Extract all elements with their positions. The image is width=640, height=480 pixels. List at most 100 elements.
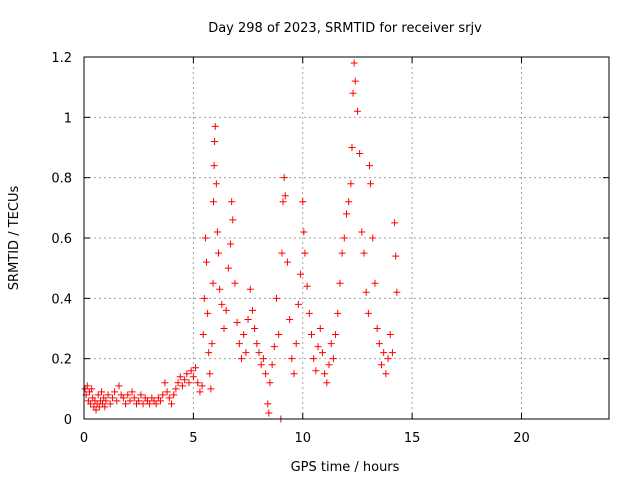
data-point <box>278 249 286 257</box>
data-point <box>312 367 320 375</box>
data-point <box>279 198 287 206</box>
data-point <box>338 249 346 257</box>
data-point <box>83 382 91 390</box>
data-point <box>292 340 300 348</box>
grid-lines <box>84 57 609 419</box>
data-point <box>255 349 263 357</box>
data-point <box>159 391 167 399</box>
data-point <box>360 249 368 257</box>
data-point <box>185 379 193 387</box>
data-point <box>235 340 243 348</box>
data-point <box>294 300 302 308</box>
data-point <box>174 379 182 387</box>
data-point <box>347 180 355 188</box>
data-point <box>122 400 130 408</box>
y-tick-label: 0.2 <box>51 353 72 368</box>
data-point <box>231 279 239 287</box>
data-point <box>94 391 102 399</box>
data-point <box>206 370 214 378</box>
data-point <box>246 285 254 293</box>
data-point <box>303 282 311 290</box>
data-point <box>334 309 342 317</box>
data-point <box>375 340 383 348</box>
data-point <box>130 394 138 402</box>
data-point <box>300 228 308 236</box>
y-tick-label: 1 <box>64 111 72 126</box>
data-point <box>187 367 195 375</box>
data-point <box>209 279 217 287</box>
data-point <box>356 150 364 158</box>
x-axis-label: GPS time / hours <box>291 460 400 475</box>
data-point <box>380 349 388 357</box>
data-point <box>119 394 127 402</box>
data-point <box>192 364 200 372</box>
data-point <box>200 294 208 302</box>
data-point <box>163 388 171 396</box>
data-point <box>323 379 331 387</box>
data-point <box>189 373 197 381</box>
data-point <box>137 391 145 399</box>
data-point <box>210 198 217 206</box>
chart-title: Day 298 of 2023, SRMTID for receiver srj… <box>208 21 482 36</box>
data-point <box>210 162 218 170</box>
data-point <box>371 279 379 287</box>
data-point <box>332 331 340 339</box>
axis-tick-labels: 0 0.2 0.4 0.6 0.8 1 1.2 0 5 10 15 20 <box>51 51 529 446</box>
data-point <box>244 315 252 323</box>
data-point <box>212 180 220 188</box>
data-point <box>301 249 309 257</box>
data-point <box>280 174 288 182</box>
data-point <box>259 355 267 363</box>
data-point <box>126 397 134 405</box>
data-point <box>204 309 212 317</box>
data-point <box>281 192 289 200</box>
data-point <box>340 234 348 242</box>
data-point <box>101 403 109 411</box>
data-point <box>224 264 232 272</box>
data-point <box>373 325 381 332</box>
data-points <box>81 59 401 423</box>
data-point <box>343 210 350 218</box>
data-point <box>273 294 280 302</box>
data-point <box>365 162 373 170</box>
data-point <box>286 315 294 323</box>
x-tick-label: 20 <box>513 431 530 446</box>
data-point <box>308 331 315 339</box>
data-point <box>362 288 370 296</box>
data-point <box>391 219 399 227</box>
data-point <box>299 198 307 206</box>
data-point <box>392 252 400 260</box>
data-point <box>314 343 322 351</box>
data-point <box>201 234 209 242</box>
data-point <box>321 370 329 378</box>
data-point <box>351 77 359 85</box>
x-tick-label: 10 <box>294 431 311 446</box>
data-point <box>139 400 147 408</box>
data-point <box>327 340 335 348</box>
data-point <box>152 400 160 408</box>
data-point <box>257 361 265 369</box>
data-point <box>228 198 236 206</box>
data-point <box>268 361 276 369</box>
data-point <box>213 228 221 236</box>
data-point <box>229 216 237 224</box>
data-point <box>198 382 206 390</box>
y-tick-label: 1.2 <box>51 51 72 66</box>
data-point <box>211 137 219 145</box>
data-point <box>215 249 223 257</box>
axis-ticks <box>83 56 609 420</box>
data-point <box>199 331 207 339</box>
data-point <box>336 279 344 287</box>
data-point <box>196 388 204 396</box>
data-point <box>146 400 154 408</box>
data-point <box>238 355 245 363</box>
data-point <box>208 340 216 348</box>
data-point <box>115 382 123 390</box>
data-point <box>194 379 202 387</box>
data-point <box>316 325 324 332</box>
data-point <box>288 355 296 363</box>
data-point <box>102 397 110 405</box>
data-point <box>367 180 375 188</box>
data-point <box>358 228 366 236</box>
